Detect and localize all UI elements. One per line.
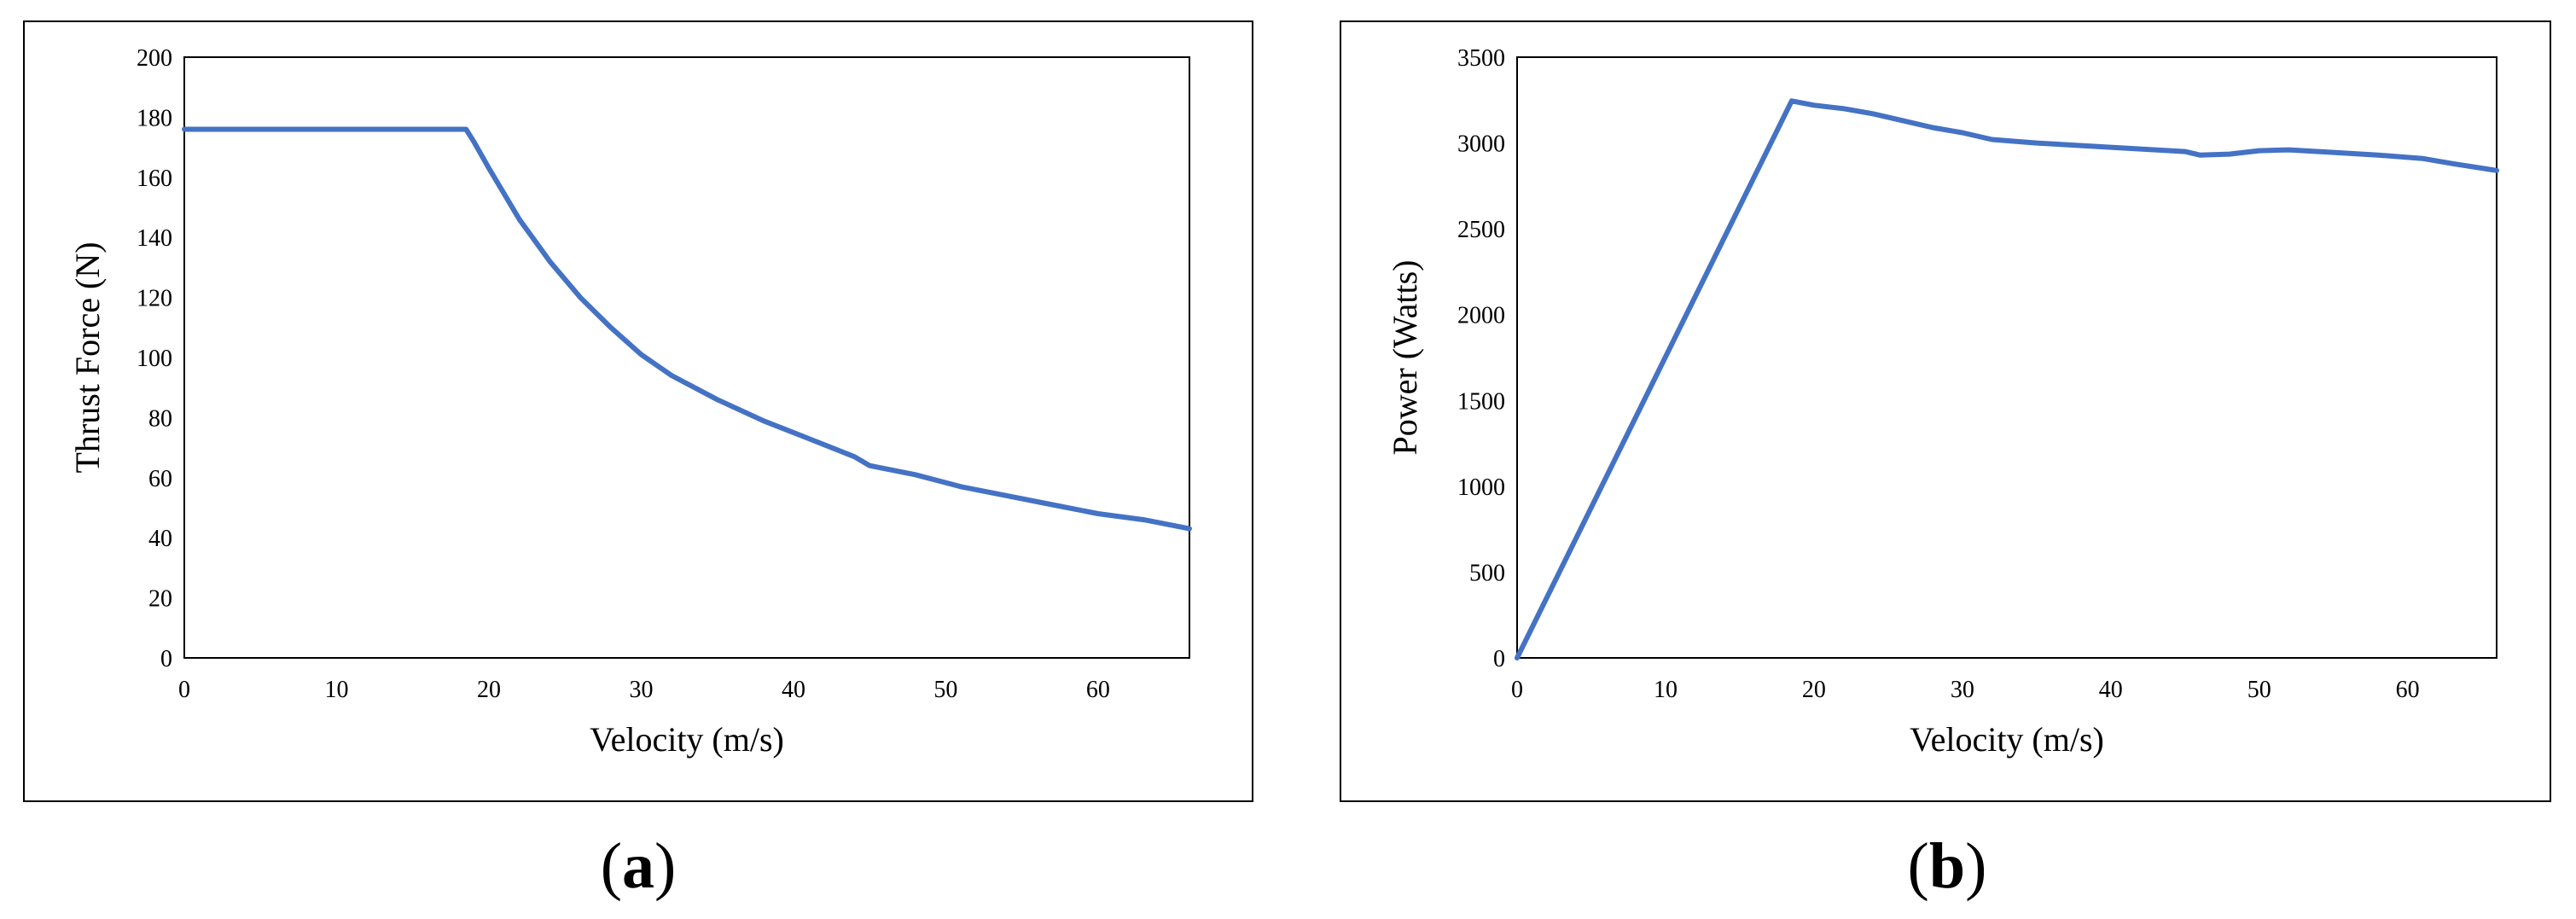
chart-a-y-tick-label: 40 — [148, 526, 172, 552]
chart-a-x-tick-label: 60 — [1086, 677, 1110, 703]
chart-b-y-tick-label: 1500 — [1457, 388, 1505, 415]
panel-label-a-letter: a — [622, 830, 654, 902]
chart-b-x-tick-label: 50 — [2247, 677, 2271, 703]
chart-a-series-line — [182, 126, 1192, 532]
chart-b-y-tick-label: 0 — [1493, 646, 1505, 672]
chart-a-y-tick-label: 140 — [137, 225, 172, 252]
chart-b-x-tick-label: 20 — [1802, 677, 1826, 703]
chart-b-series-line — [1515, 98, 2499, 660]
chart-b-x-tick-label: 40 — [2099, 677, 2123, 703]
chart-b-x-axis-label: Velocity (m/s) — [1910, 720, 2104, 759]
chart-b-x-tick-label: 30 — [1951, 677, 1974, 703]
chart-a: 0 20 40 60 80 100 120 140 160 180 200 0 10 20 30 40 50 6… — [68, 45, 1192, 759]
chart-a-x-tick-label: 30 — [629, 677, 653, 703]
chart-a-y-tick-label: 0 — [160, 646, 172, 672]
chart-b-x-tick-label: 10 — [1654, 677, 1678, 703]
chart-b-y-tick-label: 1000 — [1457, 474, 1505, 501]
chart-b-y-tick-label: 2000 — [1457, 303, 1505, 329]
chart-b-y-axis-label: Power (Watts) — [1386, 260, 1424, 456]
chart-a-x-tick-label: 0 — [178, 677, 190, 703]
chart-a-y-tick-label: 160 — [137, 166, 172, 192]
chart-a-y-tick-label: 100 — [137, 346, 172, 372]
panel-label-b: (b) — [1908, 830, 1987, 902]
chart-a-x-tick-label: 20 — [477, 677, 501, 703]
chart-b-plot-area — [1516, 56, 2497, 659]
chart-a-x-tick-label: 50 — [933, 677, 957, 703]
chart-b: 0 500 1000 1500 2000 2500 3000 3500 0 10 20 30 40 50… — [1386, 45, 2499, 759]
chart-b-y-tick-label: 3500 — [1457, 45, 1505, 72]
chart-a-y-tick-label: 80 — [148, 405, 172, 432]
panel-a-frame — [23, 20, 1253, 802]
chart-b-x-tick-label: 60 — [2396, 677, 2420, 703]
chart-b-y-tick-label: 500 — [1469, 560, 1505, 586]
chart-b-y-tick-label: 2500 — [1457, 217, 1505, 243]
chart-a-plot-area — [183, 56, 1190, 659]
chart-b-x-tick-label: 0 — [1511, 677, 1523, 703]
chart-a-x-tick-label: 40 — [782, 677, 805, 703]
chart-a-y-tick-label: 20 — [148, 586, 172, 613]
chart-a-y-axis-label: Thrust Force (N) — [68, 241, 107, 473]
chart-a-y-tick-label: 60 — [148, 466, 172, 492]
chart-a-x-axis-label: Velocity (m/s) — [590, 720, 784, 759]
chart-a-y-tick-label: 120 — [137, 286, 172, 312]
panel-label-b-letter: b — [1929, 830, 1965, 902]
chart-a-y-tick-label: 180 — [137, 105, 172, 131]
chart-a-y-tick-label: 200 — [137, 45, 172, 72]
chart-b-y-tick-label: 3000 — [1457, 131, 1505, 158]
panel-label-a: (a) — [601, 830, 677, 902]
chart-a-x-tick-label: 10 — [324, 677, 348, 703]
